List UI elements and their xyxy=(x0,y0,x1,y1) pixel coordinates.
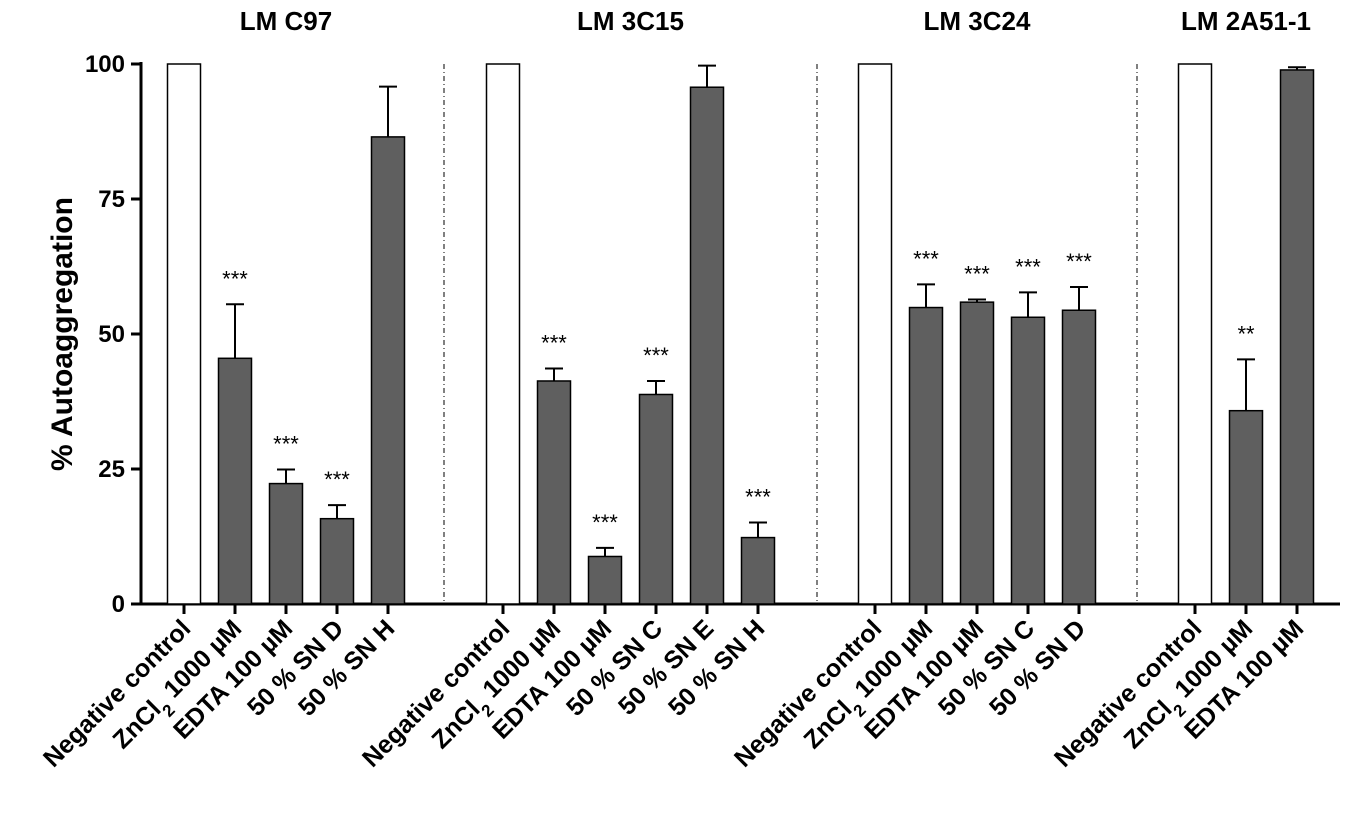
bar xyxy=(219,358,252,604)
bar xyxy=(961,302,994,604)
significance-label: *** xyxy=(541,331,567,356)
significance-label: *** xyxy=(1066,249,1092,274)
significance-label: *** xyxy=(913,246,939,271)
group-title: LM 2A51-1 xyxy=(1181,6,1311,36)
significance-label: *** xyxy=(964,261,990,286)
bar xyxy=(640,394,673,604)
y-tick-label: 75 xyxy=(98,186,125,213)
bar xyxy=(1230,411,1263,604)
bar xyxy=(538,381,571,604)
bar xyxy=(742,538,775,604)
significance-label: ** xyxy=(1237,321,1255,346)
bar xyxy=(1281,70,1314,604)
y-tick-label: 0 xyxy=(112,591,125,618)
significance-label: *** xyxy=(324,467,350,492)
group-title: LM 3C15 xyxy=(577,6,684,36)
y-tick-label: 50 xyxy=(98,321,125,348)
significance-label: *** xyxy=(745,484,771,509)
autoaggregation-chart: 0 25 50 75 100% Autoaggregation LM C97 Negativ… xyxy=(0,0,1355,813)
y-axis-title: % Autoaggregation xyxy=(46,197,79,471)
significance-label: *** xyxy=(592,510,618,535)
group-title: LM 3C24 xyxy=(924,6,1031,36)
bar xyxy=(910,308,943,604)
bar xyxy=(589,556,622,604)
bar xyxy=(1063,310,1096,604)
bar xyxy=(487,64,520,604)
bar xyxy=(859,64,892,604)
bar xyxy=(691,87,724,604)
significance-label: *** xyxy=(1015,254,1041,279)
bar xyxy=(1179,64,1212,604)
y-tick-label: 100 xyxy=(85,51,125,78)
bar xyxy=(372,137,405,604)
bar xyxy=(321,519,354,604)
significance-label: *** xyxy=(643,343,669,368)
bar xyxy=(270,484,303,604)
bar xyxy=(1012,317,1045,604)
bar xyxy=(168,64,201,604)
group-title: LM C97 xyxy=(240,6,332,36)
significance-label: *** xyxy=(222,266,248,291)
chart-svg: 0255075100% AutoaggregationLM C97Negativ… xyxy=(0,0,1355,813)
significance-label: *** xyxy=(273,432,299,457)
y-tick-label: 25 xyxy=(98,456,125,483)
